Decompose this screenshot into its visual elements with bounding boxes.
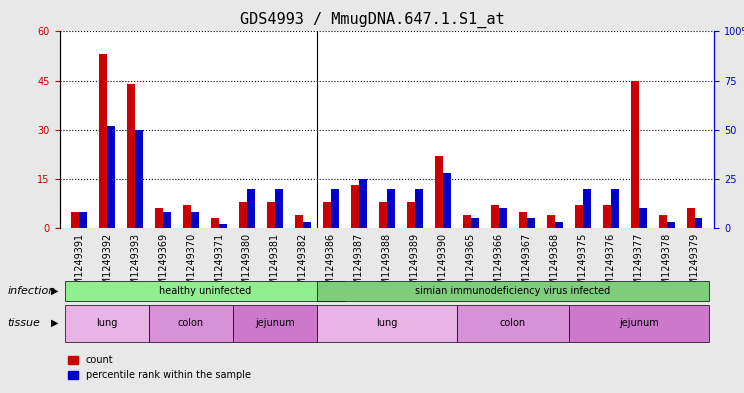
- Bar: [555, 222, 562, 228]
- Bar: [163, 212, 171, 228]
- Bar: [359, 179, 367, 228]
- Bar: [183, 205, 191, 228]
- Bar: [583, 189, 591, 228]
- Text: colon: colon: [500, 318, 526, 328]
- Bar: [135, 130, 143, 228]
- Text: GDS4993 / MmugDNA.647.1.S1_at: GDS4993 / MmugDNA.647.1.S1_at: [240, 12, 504, 28]
- Bar: [71, 211, 79, 228]
- Bar: [239, 202, 247, 228]
- Text: tissue: tissue: [7, 318, 40, 328]
- Bar: [491, 205, 498, 228]
- Bar: [211, 218, 219, 228]
- Bar: [527, 218, 535, 228]
- Bar: [219, 224, 227, 228]
- Bar: [519, 211, 527, 228]
- Bar: [638, 208, 647, 228]
- Bar: [687, 208, 695, 228]
- Bar: [331, 189, 339, 228]
- Bar: [547, 215, 555, 228]
- Bar: [303, 222, 311, 228]
- Text: lung: lung: [376, 318, 397, 328]
- Bar: [443, 173, 451, 228]
- Text: colon: colon: [178, 318, 204, 328]
- Text: ▶: ▶: [51, 318, 58, 328]
- Bar: [275, 189, 283, 228]
- Legend: count, percentile rank within the sample: count, percentile rank within the sample: [65, 352, 254, 384]
- Bar: [603, 205, 611, 228]
- Bar: [99, 54, 107, 228]
- Bar: [407, 202, 415, 228]
- Bar: [667, 222, 675, 228]
- Bar: [695, 218, 702, 228]
- Bar: [127, 84, 135, 228]
- Bar: [463, 215, 471, 228]
- Bar: [435, 156, 443, 228]
- Bar: [79, 212, 87, 228]
- Text: infection: infection: [7, 286, 56, 296]
- Bar: [295, 215, 303, 228]
- Bar: [631, 81, 638, 228]
- Bar: [107, 126, 115, 228]
- Bar: [471, 218, 478, 228]
- Text: jejunum: jejunum: [255, 318, 295, 328]
- Bar: [498, 208, 507, 228]
- Text: healthy uninfected: healthy uninfected: [159, 286, 251, 296]
- Bar: [415, 189, 423, 228]
- Bar: [155, 208, 163, 228]
- Bar: [659, 215, 667, 228]
- Bar: [267, 202, 275, 228]
- Text: ▶: ▶: [51, 286, 58, 296]
- Bar: [323, 202, 331, 228]
- Bar: [191, 212, 199, 228]
- Bar: [575, 205, 583, 228]
- Bar: [379, 202, 387, 228]
- Text: lung: lung: [97, 318, 118, 328]
- Bar: [387, 189, 395, 228]
- Bar: [351, 185, 359, 228]
- Text: simian immunodeficiency virus infected: simian immunodeficiency virus infected: [415, 286, 610, 296]
- Bar: [611, 189, 618, 228]
- Bar: [247, 189, 254, 228]
- Text: jejunum: jejunum: [619, 318, 658, 328]
